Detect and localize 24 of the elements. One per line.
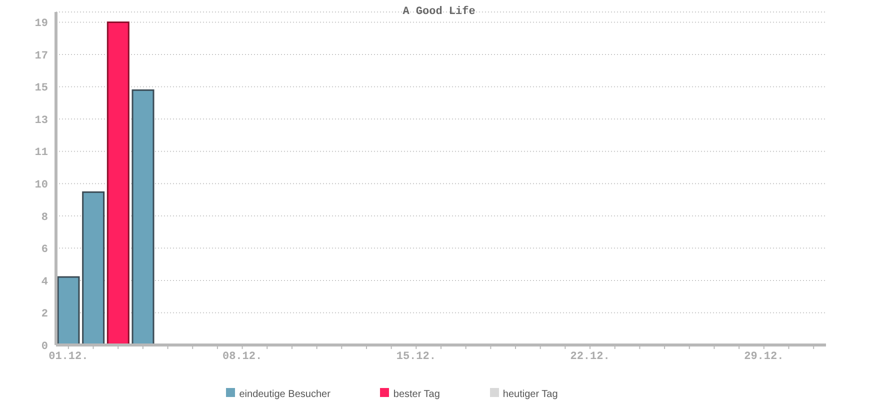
bar (132, 89, 154, 345)
y-tick-label: 0 (41, 340, 48, 353)
y-tick-label: 17 (34, 50, 48, 62)
bar (106, 21, 130, 345)
y-tick-label: 4 (41, 276, 48, 288)
x-tick-label: 29.12. (744, 350, 784, 363)
legend-label: bester Tag (393, 389, 440, 400)
x-tick-label: 08.12. (222, 350, 262, 363)
y-tick-label: 13 (34, 114, 48, 127)
y-tick-label: 8 (41, 212, 48, 224)
y-tick-label: 6 (41, 244, 48, 256)
y-tick-label: 2 (41, 308, 48, 321)
y-tick-label: 10 (34, 180, 48, 192)
chart-title: A Good Life (402, 6, 476, 18)
bar (57, 276, 80, 345)
legend-label: eindeutige Besucher (239, 389, 330, 400)
y-tick-label: 15 (34, 82, 48, 95)
bar (82, 191, 105, 345)
legend-label: heutiger Tag (502, 389, 558, 400)
x-tick-label: 22.12. (570, 350, 610, 363)
x-tick-label: 15.12. (396, 350, 436, 363)
y-tick-label: 11 (34, 147, 48, 160)
x-tick-label: 01.12. (48, 350, 88, 363)
y-tick-label: 19 (34, 18, 48, 30)
